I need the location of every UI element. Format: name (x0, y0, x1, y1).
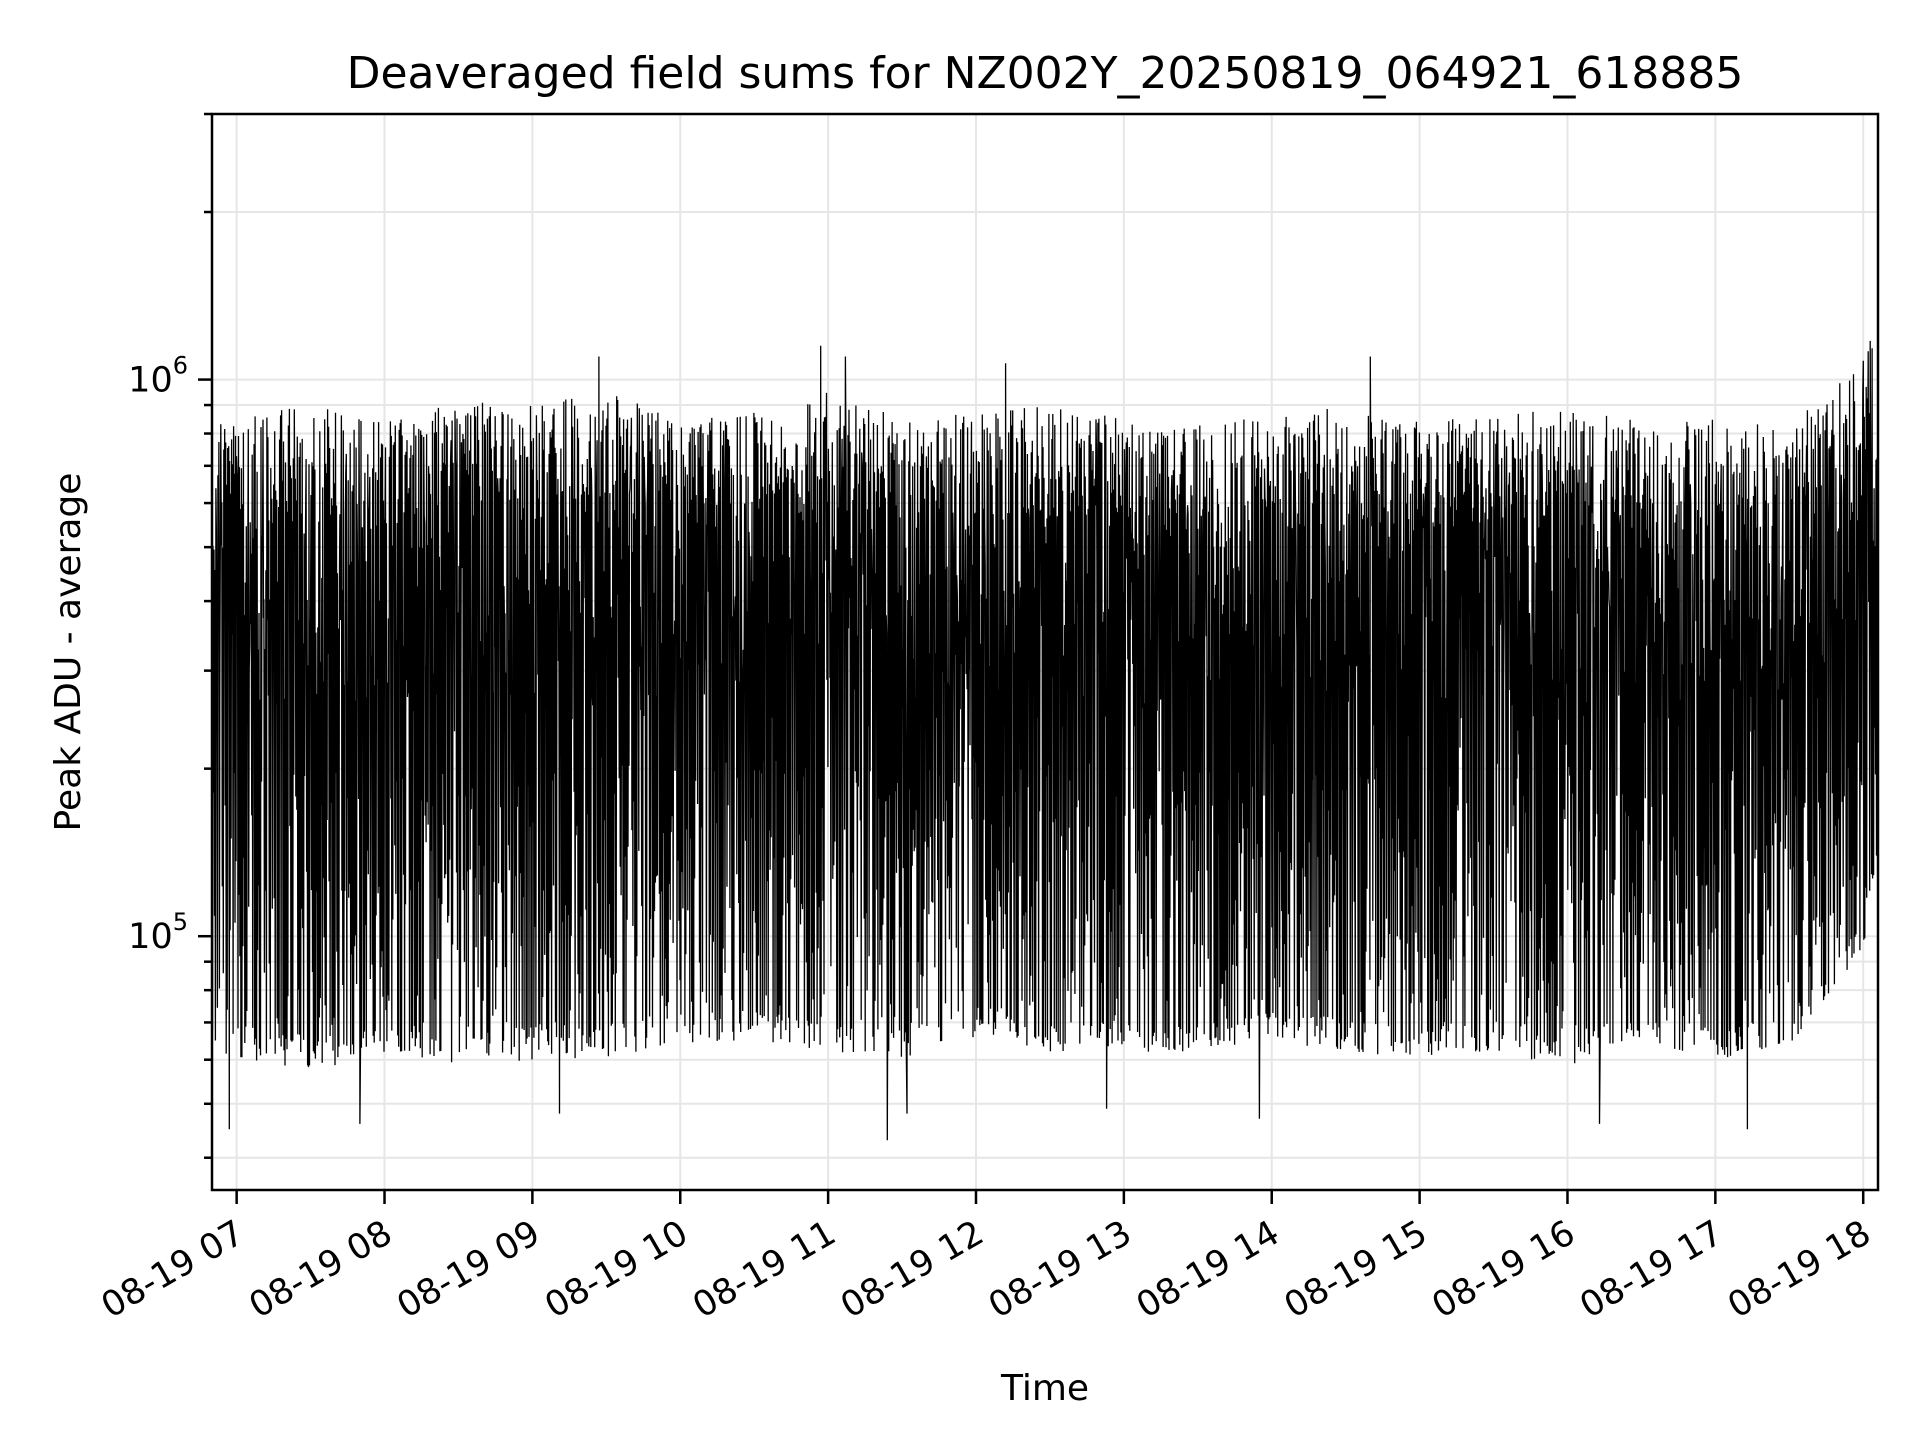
x-tick-label: 08-19 07 (95, 1213, 251, 1326)
y-tick-label: 106 (128, 352, 188, 401)
x-tick-label: 08-19 13 (982, 1213, 1138, 1326)
x-tick-label: 08-19 14 (1130, 1213, 1286, 1326)
plot-frame (210, 112, 1880, 1192)
x-tick-label: 08-19 16 (1426, 1213, 1582, 1326)
x-axis-label: Time (1000, 1368, 1089, 1409)
series-line (212, 340, 1878, 1141)
x-tick-label: 08-19 09 (391, 1213, 547, 1326)
x-tick-label: 08-19 10 (538, 1213, 694, 1326)
chart-title: Deaveraged field sums for NZ002Y_2025081… (347, 48, 1744, 99)
y-tick-label: 105 (128, 908, 188, 957)
x-tick-label: 08-19 17 (1574, 1213, 1730, 1326)
y-axis-ticks: 105 106 (128, 112, 212, 1159)
x-tick-label: 08-19 11 (686, 1213, 842, 1326)
series-trace (212, 340, 1878, 1141)
x-tick-label: 08-19 18 (1721, 1213, 1877, 1326)
x-tick-label: 08-19 15 (1278, 1213, 1434, 1326)
x-tick-label: 08-19 08 (243, 1213, 399, 1326)
x-tick-label: 08-19 12 (834, 1213, 990, 1326)
y-axis-label: Peak ADU - average (48, 473, 89, 832)
